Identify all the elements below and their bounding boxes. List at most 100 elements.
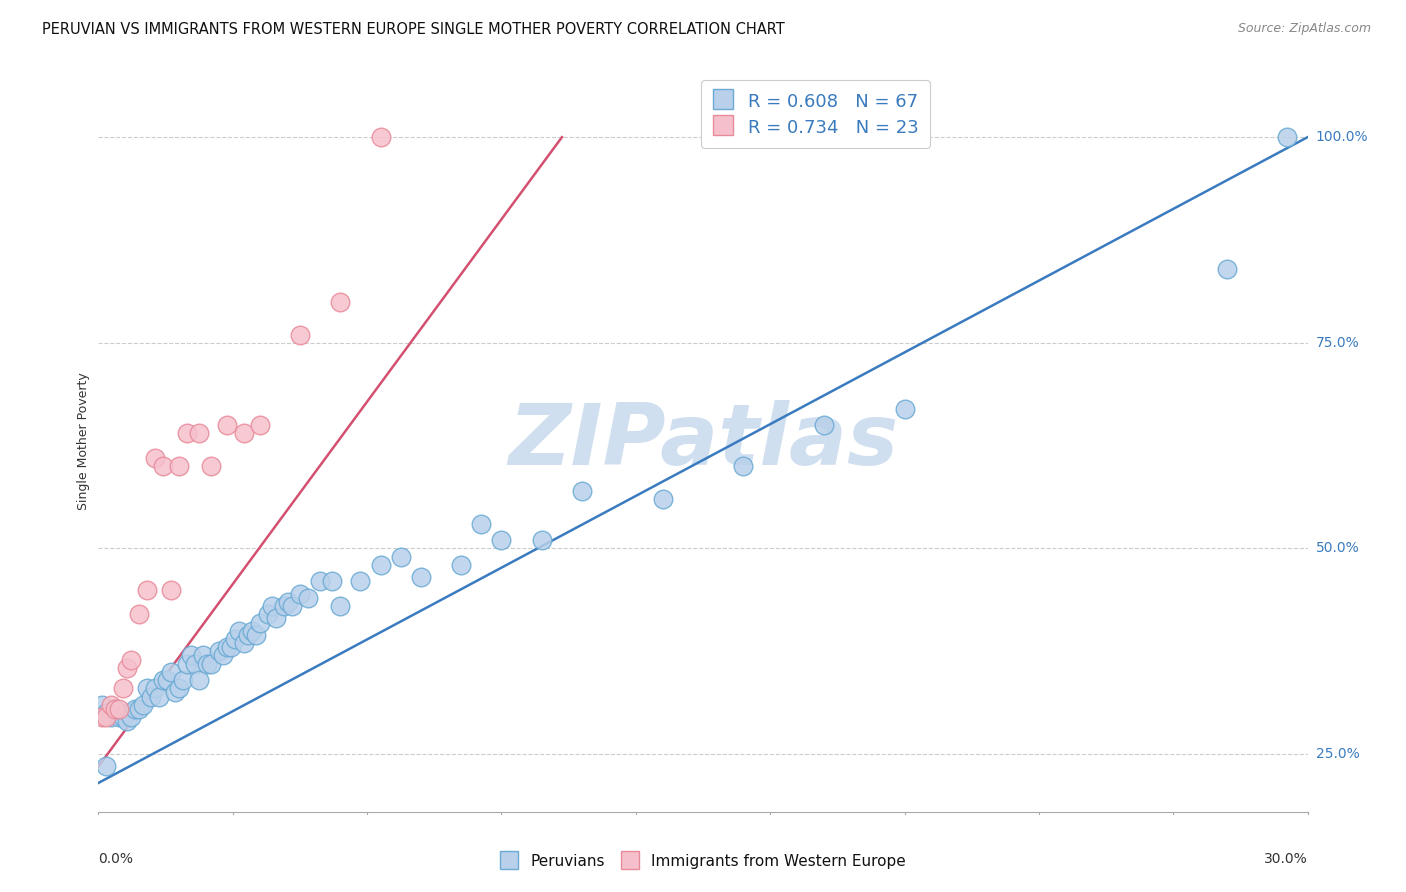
Point — [172, 673, 194, 687]
Point — [103, 702, 125, 716]
Point — [329, 294, 352, 309]
Point — [813, 418, 835, 433]
Point — [893, 401, 915, 416]
Point — [217, 418, 239, 433]
Point — [107, 710, 129, 724]
Point — [120, 652, 142, 666]
Point — [96, 710, 118, 724]
Point — [651, 492, 673, 507]
Point — [571, 483, 593, 498]
Point — [288, 327, 311, 342]
Point — [264, 611, 287, 625]
Point — [103, 702, 125, 716]
Point — [135, 582, 157, 597]
Point — [96, 706, 118, 720]
Point — [370, 558, 392, 572]
Point — [228, 624, 250, 638]
Point — [100, 710, 122, 724]
Point — [1216, 261, 1239, 276]
Legend: Peruvians, Immigrants from Western Europe: Peruvians, Immigrants from Western Europ… — [494, 847, 912, 875]
Point — [256, 607, 278, 622]
Point — [409, 570, 432, 584]
Point — [115, 714, 138, 729]
Point — [240, 624, 263, 638]
Point — [167, 459, 190, 474]
Point — [297, 591, 319, 605]
Point — [167, 681, 190, 696]
Point — [530, 533, 553, 548]
Point — [156, 673, 179, 687]
Point — [148, 690, 170, 704]
Point — [91, 698, 114, 712]
Point — [188, 426, 211, 441]
Point — [277, 595, 299, 609]
Point — [221, 640, 243, 655]
Point — [349, 574, 371, 589]
Point — [184, 657, 207, 671]
Point — [107, 702, 129, 716]
Point — [288, 587, 311, 601]
Point — [152, 673, 174, 687]
Point — [115, 706, 138, 720]
Point — [128, 607, 150, 622]
Point — [470, 516, 492, 531]
Point — [128, 702, 150, 716]
Point — [188, 673, 211, 687]
Point — [450, 558, 472, 572]
Point — [124, 702, 146, 716]
Point — [224, 632, 246, 646]
Point — [208, 644, 231, 658]
Point — [281, 599, 304, 613]
Point — [212, 648, 235, 663]
Point — [132, 698, 155, 712]
Text: 50.0%: 50.0% — [1316, 541, 1360, 556]
Point — [1277, 130, 1299, 145]
Point — [249, 418, 271, 433]
Legend: R = 0.608   N = 67, R = 0.734   N = 23: R = 0.608 N = 67, R = 0.734 N = 23 — [702, 80, 929, 148]
Point — [160, 665, 183, 679]
Point — [139, 690, 162, 704]
Y-axis label: Single Mother Poverty: Single Mother Poverty — [77, 373, 90, 510]
Point — [200, 459, 222, 474]
Text: 25.0%: 25.0% — [1316, 747, 1360, 761]
Point — [91, 710, 114, 724]
Point — [180, 648, 202, 663]
Point — [260, 599, 283, 613]
Point — [217, 640, 239, 655]
Point — [115, 661, 138, 675]
Point — [491, 533, 513, 548]
Point — [143, 681, 166, 696]
Point — [309, 574, 332, 589]
Point — [195, 657, 218, 671]
Point — [232, 426, 254, 441]
Text: ZIPatlas: ZIPatlas — [508, 400, 898, 483]
Point — [273, 599, 295, 613]
Point — [96, 759, 118, 773]
Point — [733, 459, 755, 474]
Text: PERUVIAN VS IMMIGRANTS FROM WESTERN EUROPE SINGLE MOTHER POVERTY CORRELATION CHA: PERUVIAN VS IMMIGRANTS FROM WESTERN EURO… — [42, 22, 785, 37]
Point — [163, 685, 186, 699]
Point — [135, 681, 157, 696]
Point — [232, 636, 254, 650]
Point — [245, 628, 267, 642]
Text: 30.0%: 30.0% — [1264, 853, 1308, 866]
Point — [236, 628, 259, 642]
Point — [143, 450, 166, 465]
Point — [370, 130, 392, 145]
Point — [176, 426, 198, 441]
Point — [329, 599, 352, 613]
Text: 75.0%: 75.0% — [1316, 335, 1360, 350]
Point — [160, 582, 183, 597]
Point — [111, 710, 134, 724]
Point — [389, 549, 412, 564]
Point — [249, 615, 271, 630]
Text: 0.0%: 0.0% — [98, 853, 134, 866]
Point — [152, 459, 174, 474]
Point — [100, 698, 122, 712]
Point — [200, 657, 222, 671]
Point — [120, 710, 142, 724]
Point — [176, 657, 198, 671]
Point — [321, 574, 343, 589]
Text: Source: ZipAtlas.com: Source: ZipAtlas.com — [1237, 22, 1371, 36]
Point — [193, 648, 215, 663]
